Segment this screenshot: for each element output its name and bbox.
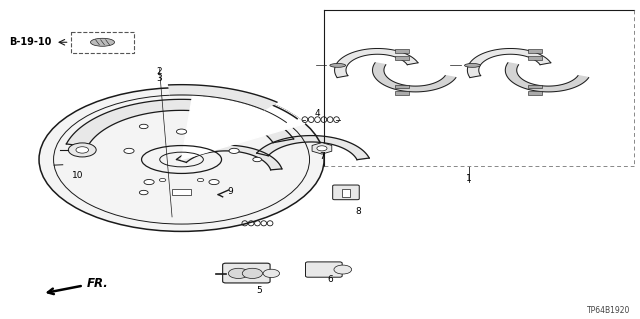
Bar xyxy=(396,85,409,88)
Ellipse shape xyxy=(465,63,481,67)
Text: TP64B1920: TP64B1920 xyxy=(587,306,630,315)
Polygon shape xyxy=(467,48,551,78)
Polygon shape xyxy=(168,85,277,110)
Ellipse shape xyxy=(90,38,115,46)
Text: B-19-10: B-19-10 xyxy=(10,37,52,47)
Bar xyxy=(172,189,191,195)
Text: FR.: FR. xyxy=(86,278,108,290)
Circle shape xyxy=(68,143,96,157)
Text: 8: 8 xyxy=(356,207,362,216)
Circle shape xyxy=(140,190,148,195)
Circle shape xyxy=(334,265,351,274)
Text: 5: 5 xyxy=(257,286,262,295)
Text: 9: 9 xyxy=(227,187,233,196)
Polygon shape xyxy=(372,63,456,92)
Text: 3: 3 xyxy=(157,74,163,83)
Circle shape xyxy=(39,88,324,231)
Text: 7: 7 xyxy=(320,152,325,161)
Circle shape xyxy=(209,180,219,185)
Text: 6: 6 xyxy=(327,275,333,284)
Circle shape xyxy=(140,124,148,129)
Bar xyxy=(396,56,409,60)
Bar xyxy=(342,189,350,197)
Bar xyxy=(396,91,409,95)
Circle shape xyxy=(197,178,204,182)
Text: 2: 2 xyxy=(157,67,162,76)
FancyBboxPatch shape xyxy=(223,263,270,283)
Bar xyxy=(528,56,542,60)
Circle shape xyxy=(76,147,88,153)
FancyBboxPatch shape xyxy=(333,185,359,200)
Bar xyxy=(528,49,542,53)
Circle shape xyxy=(229,148,239,153)
Ellipse shape xyxy=(330,63,346,67)
Circle shape xyxy=(263,269,280,278)
Circle shape xyxy=(253,157,262,162)
Polygon shape xyxy=(335,48,418,78)
FancyBboxPatch shape xyxy=(305,262,342,277)
Circle shape xyxy=(144,180,154,185)
Bar xyxy=(71,32,134,53)
Polygon shape xyxy=(506,63,589,92)
Polygon shape xyxy=(257,136,369,160)
Circle shape xyxy=(243,268,262,278)
Polygon shape xyxy=(182,88,305,160)
Text: 4: 4 xyxy=(315,109,320,118)
Polygon shape xyxy=(177,145,282,170)
Bar xyxy=(528,85,542,88)
Circle shape xyxy=(124,148,134,153)
Circle shape xyxy=(228,268,248,278)
Polygon shape xyxy=(67,99,294,147)
Bar xyxy=(396,49,409,53)
Circle shape xyxy=(317,146,327,151)
Circle shape xyxy=(177,129,187,134)
Text: 1: 1 xyxy=(467,174,472,183)
Circle shape xyxy=(159,178,166,182)
Text: 10: 10 xyxy=(72,171,83,180)
Bar xyxy=(528,91,542,95)
